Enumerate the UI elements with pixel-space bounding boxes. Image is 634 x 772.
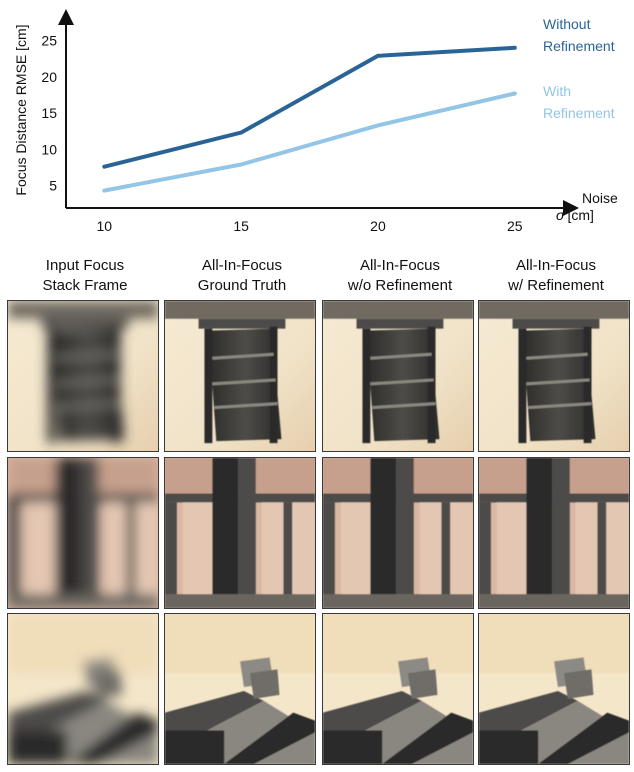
image-tile-roof-corner [322,613,474,765]
sigma-symbol: σ [556,207,565,223]
legend-without-line2: Refinement [543,38,615,54]
image-tile-roof-corner [164,613,316,765]
legend-without-line1: Without [543,16,591,32]
photo-crop [479,458,629,608]
column-header-ground-truth: All-In-Focus Ground Truth [164,256,320,296]
series-lines [102,45,517,193]
y-tick-label: 20 [41,69,57,85]
photo-crop [323,614,473,764]
photo-crop [479,301,629,451]
y-tick-label: 10 [41,141,57,157]
image-tile-window [7,300,159,452]
x-tick-label: 25 [507,218,523,234]
photo-crop [165,614,315,764]
y-tick-labels: 5 10 15 20 25 [41,33,57,194]
x-axis-label-unit: σ [cm] [556,207,594,223]
photo-crop [165,458,315,608]
column-header-line1: All-In-Focus [515,257,597,274]
photo-crop [8,614,158,764]
column-header-line2: w/o Refinement [347,277,453,294]
series-line-without-refinement [102,45,517,169]
image-tile-window [164,300,316,452]
image-tile-window [322,300,474,452]
y-tick-label: 25 [41,33,57,49]
column-header-line2: Stack Frame [42,277,128,294]
column-header-line2: Ground Truth [197,277,287,294]
x-tick-label: 15 [233,218,249,234]
series-line-with-refinement [102,91,517,193]
line-chart: Focus Distance RMSE [cm] 5 10 15 20 25 10 15 2… [13,9,618,234]
photo-crop [8,458,158,608]
photo-crop [323,458,473,608]
photo-crop [323,301,473,451]
unit-text: [cm] [567,207,593,223]
photo-crop [479,614,629,764]
photo-crop [165,301,315,451]
image-tile-window [478,300,630,452]
image-tile-roof-corner [478,613,630,765]
column-header-line1: Input Focus [45,257,125,274]
x-axis-label-noise: Noise [582,190,618,206]
legend-with-line1: With [543,83,571,99]
column-header-with-refinement: All-In-Focus w/ Refinement [478,256,634,296]
y-tick-label: 15 [41,105,57,121]
image-tile-timber-frame [7,457,159,609]
x-tick-label: 20 [370,218,386,234]
column-header-without-refinement: All-In-Focus w/o Refinement [322,256,478,296]
image-tile-roof-corner [7,613,159,765]
image-tile-timber-frame [478,457,630,609]
y-tick-label: 5 [49,178,57,194]
x-tick-labels: 10 15 20 25 [97,218,523,234]
column-header-line2: w/ Refinement [508,277,604,294]
image-tile-timber-frame [164,457,316,609]
column-header-input: Input Focus Stack Frame [7,256,163,296]
photo-crop [8,301,158,451]
y-axis-label: Focus Distance RMSE [cm] [13,24,29,195]
legend-with-line2: Refinement [543,105,615,121]
image-tile-timber-frame [322,457,474,609]
column-header-line1: All-In-Focus [201,257,283,274]
column-header-line1: All-In-Focus [359,257,441,274]
x-tick-label: 10 [97,218,113,234]
